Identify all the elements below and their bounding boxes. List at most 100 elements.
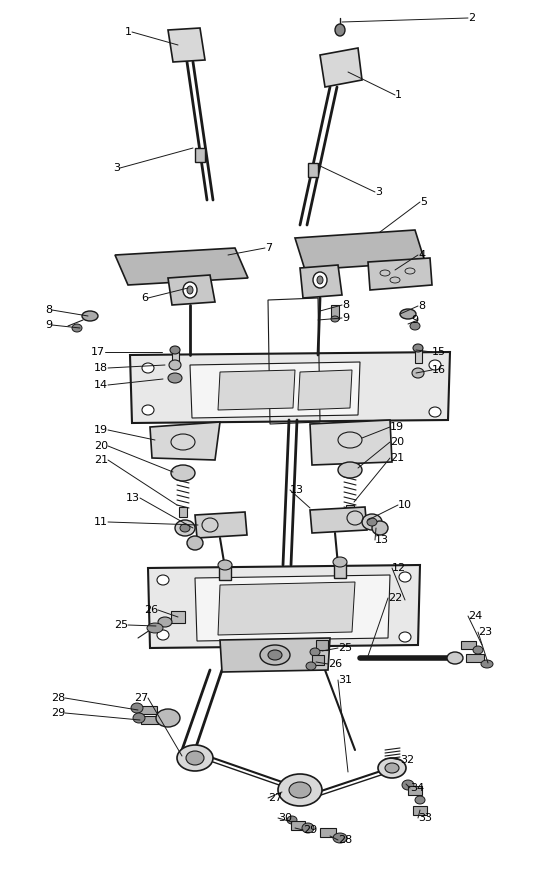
Polygon shape — [130, 352, 450, 423]
Text: 21: 21 — [94, 455, 108, 465]
Text: 33: 33 — [418, 813, 432, 823]
Ellipse shape — [317, 276, 323, 284]
Bar — [179, 507, 187, 517]
Polygon shape — [310, 420, 392, 465]
Text: 22: 22 — [388, 593, 402, 603]
Ellipse shape — [338, 462, 362, 478]
Polygon shape — [300, 265, 342, 298]
Ellipse shape — [142, 363, 154, 373]
Ellipse shape — [278, 774, 322, 806]
Text: 3: 3 — [375, 187, 382, 197]
Text: 5: 5 — [420, 197, 427, 207]
Text: 27: 27 — [268, 793, 282, 803]
Ellipse shape — [175, 520, 195, 536]
Polygon shape — [220, 638, 330, 672]
Ellipse shape — [142, 405, 154, 415]
Bar — [219, 564, 231, 580]
Bar — [316, 640, 328, 650]
Bar — [141, 716, 159, 724]
Polygon shape — [168, 28, 205, 62]
Ellipse shape — [333, 833, 347, 843]
Ellipse shape — [399, 572, 411, 582]
Text: 12: 12 — [392, 563, 406, 573]
Ellipse shape — [177, 745, 213, 771]
Ellipse shape — [158, 617, 172, 627]
Bar — [195, 148, 205, 162]
Text: 9: 9 — [411, 315, 418, 325]
Text: 13: 13 — [290, 485, 304, 495]
Ellipse shape — [310, 648, 320, 656]
Ellipse shape — [260, 645, 290, 665]
Text: 14: 14 — [94, 380, 108, 390]
Ellipse shape — [268, 650, 282, 660]
Polygon shape — [195, 512, 247, 538]
Bar — [408, 786, 422, 795]
Ellipse shape — [289, 782, 311, 798]
Ellipse shape — [183, 282, 197, 298]
Ellipse shape — [169, 360, 181, 370]
Text: 20: 20 — [390, 437, 404, 447]
Ellipse shape — [331, 316, 339, 322]
Text: 20: 20 — [94, 441, 108, 451]
Text: 16: 16 — [432, 365, 446, 375]
Text: 32: 32 — [400, 755, 414, 765]
Ellipse shape — [306, 662, 316, 670]
Polygon shape — [368, 258, 432, 290]
Text: 19: 19 — [390, 422, 404, 432]
Bar — [346, 505, 354, 515]
Ellipse shape — [147, 623, 163, 633]
Ellipse shape — [372, 521, 388, 535]
Text: 28: 28 — [338, 835, 352, 845]
Ellipse shape — [412, 368, 424, 378]
Polygon shape — [115, 248, 248, 285]
Polygon shape — [148, 565, 420, 648]
Text: 25: 25 — [114, 620, 128, 630]
Text: 26: 26 — [144, 605, 158, 615]
Ellipse shape — [180, 524, 190, 532]
Polygon shape — [168, 275, 215, 305]
Text: 19: 19 — [94, 425, 108, 435]
Ellipse shape — [82, 311, 98, 321]
Bar — [308, 163, 318, 177]
Text: 13: 13 — [375, 535, 389, 545]
Ellipse shape — [187, 536, 203, 550]
Ellipse shape — [481, 660, 493, 668]
Polygon shape — [298, 370, 352, 410]
Text: 24: 24 — [468, 611, 482, 621]
Text: 28: 28 — [51, 693, 65, 703]
Text: 23: 23 — [478, 627, 492, 637]
Ellipse shape — [133, 713, 145, 723]
Bar — [172, 347, 178, 362]
Ellipse shape — [473, 646, 483, 654]
Bar — [320, 828, 336, 837]
Ellipse shape — [413, 344, 423, 352]
Polygon shape — [218, 582, 355, 635]
Polygon shape — [190, 362, 360, 418]
Ellipse shape — [171, 465, 195, 481]
Ellipse shape — [157, 575, 169, 585]
Ellipse shape — [287, 816, 297, 824]
Text: 8: 8 — [45, 305, 52, 315]
Polygon shape — [320, 48, 362, 87]
Text: 11: 11 — [94, 517, 108, 527]
Text: 8: 8 — [418, 301, 425, 311]
Text: 29: 29 — [303, 825, 317, 835]
Ellipse shape — [429, 407, 441, 417]
Ellipse shape — [72, 324, 82, 332]
Ellipse shape — [378, 758, 406, 778]
Ellipse shape — [400, 309, 416, 319]
Ellipse shape — [335, 24, 345, 36]
Ellipse shape — [157, 630, 169, 640]
Text: 9: 9 — [342, 313, 349, 323]
Ellipse shape — [302, 823, 314, 833]
Bar — [414, 347, 422, 363]
Bar — [466, 654, 484, 662]
Text: 9: 9 — [45, 320, 52, 330]
Bar — [331, 305, 339, 319]
Bar — [291, 821, 305, 829]
Text: 29: 29 — [51, 708, 65, 718]
Text: 6: 6 — [141, 293, 148, 303]
Polygon shape — [295, 230, 425, 270]
Ellipse shape — [131, 703, 143, 713]
Ellipse shape — [333, 557, 347, 567]
